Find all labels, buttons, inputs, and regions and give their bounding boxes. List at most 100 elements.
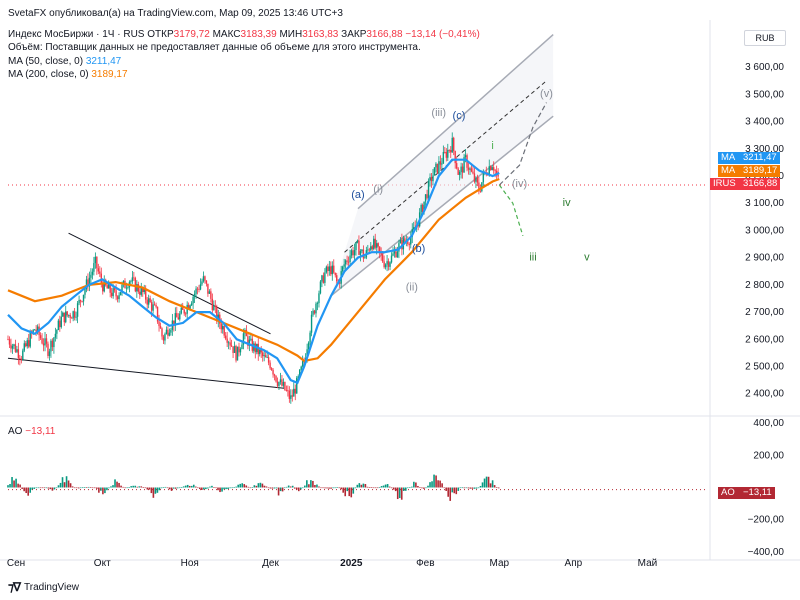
candle-body <box>81 301 83 303</box>
ao-bar <box>453 487 456 494</box>
ao-bar <box>73 487 76 489</box>
candle-body <box>380 252 382 255</box>
ao-bar <box>243 484 246 488</box>
currency-button[interactable]: RUB <box>744 30 786 46</box>
ao-bar <box>419 487 421 488</box>
ao-bar <box>29 487 32 493</box>
candle-body <box>176 313 178 318</box>
wedge-upper-line <box>68 232 271 335</box>
ao-bar <box>98 487 100 493</box>
ao-bar <box>439 480 441 488</box>
candle-body <box>427 180 430 199</box>
ao-bar <box>485 476 488 488</box>
ao-bar <box>231 487 233 489</box>
candle-body <box>464 155 467 158</box>
brand-name: TradingView <box>24 581 80 593</box>
ao-bar <box>126 487 128 489</box>
candle-body <box>235 345 237 361</box>
ao-bar <box>59 482 62 488</box>
ao-bar <box>427 485 429 488</box>
legend-high: 3183,39 <box>240 29 277 40</box>
candle-body <box>278 382 280 386</box>
ao-bar <box>164 486 167 488</box>
tradingview-footer[interactable]: ⁊∇ TradingView <box>8 580 79 594</box>
candle-body <box>70 317 73 319</box>
candle-body <box>65 311 67 323</box>
candle-body <box>453 137 455 152</box>
candle-body <box>99 271 101 274</box>
candle-body <box>261 352 264 357</box>
candle-body <box>17 349 20 358</box>
candle-body <box>299 369 301 377</box>
ao-bar <box>120 485 122 488</box>
candle-body <box>224 335 227 339</box>
candle-body <box>472 171 474 174</box>
last-price-badge: IRUS 3166,88 <box>710 178 781 190</box>
ma50-label: MA (50, close, 0) <box>8 56 84 67</box>
legend-low-label: МИН <box>279 29 303 40</box>
ao-bar <box>128 487 130 488</box>
candle-body <box>355 242 357 251</box>
ao-bar <box>366 486 369 488</box>
ao-bar <box>31 487 34 490</box>
x-tick-label: Дек <box>262 558 279 569</box>
ao-bar <box>174 487 177 489</box>
candle-body <box>290 395 292 399</box>
ao-bar <box>362 483 365 488</box>
ao-bar <box>384 484 387 488</box>
candle-body <box>307 342 310 350</box>
ao-bar <box>201 487 203 491</box>
candle-body <box>282 382 285 386</box>
ao-bar <box>336 487 338 488</box>
candle-body <box>432 175 434 182</box>
ao-bar <box>304 485 306 488</box>
ao-bar <box>152 487 155 498</box>
ao-bar <box>245 485 248 488</box>
ao-bar <box>194 486 197 488</box>
ao-bar <box>435 475 437 488</box>
ma50-price-badge: MA 3211,47 <box>718 152 780 164</box>
candle-body <box>90 274 92 278</box>
ao-bar <box>473 487 476 489</box>
candle-body <box>287 390 289 392</box>
candle-body <box>269 362 271 369</box>
candle-body <box>381 254 384 262</box>
ao-bar <box>413 481 415 488</box>
candle-body <box>60 316 63 328</box>
candle-body <box>315 303 317 314</box>
ao-bar <box>51 487 54 491</box>
ao-bar <box>479 485 482 488</box>
ao-bar <box>475 487 478 489</box>
candle-body <box>433 167 436 176</box>
ao-bar <box>41 487 44 489</box>
ao-bar <box>39 487 42 489</box>
candle-body <box>153 304 156 306</box>
ao-bar <box>55 487 58 489</box>
candle-body <box>426 194 428 199</box>
candle-body <box>371 246 373 250</box>
ao-bar <box>166 487 169 489</box>
wave-label: (iii) <box>431 107 446 119</box>
candle-body <box>134 278 137 292</box>
ao-bar <box>477 487 480 489</box>
ao-bar <box>122 486 124 488</box>
candle-body <box>318 293 320 304</box>
ao-bar <box>150 487 153 494</box>
ao-bar <box>15 478 17 488</box>
ao-bar <box>255 485 258 488</box>
ao-bar <box>465 487 468 489</box>
ao-bar <box>299 487 302 490</box>
candle-body <box>183 309 185 314</box>
candle-body <box>445 152 448 158</box>
candle-body <box>373 238 375 250</box>
candle-body <box>398 243 400 252</box>
grid <box>0 20 800 561</box>
candle-body <box>140 287 142 295</box>
candle-body <box>16 349 18 352</box>
ao-bar <box>344 487 347 497</box>
candle-body <box>44 338 46 346</box>
x-tick-label: Ноя <box>181 558 199 569</box>
candle-body <box>131 277 134 282</box>
ao-bar <box>447 487 449 497</box>
